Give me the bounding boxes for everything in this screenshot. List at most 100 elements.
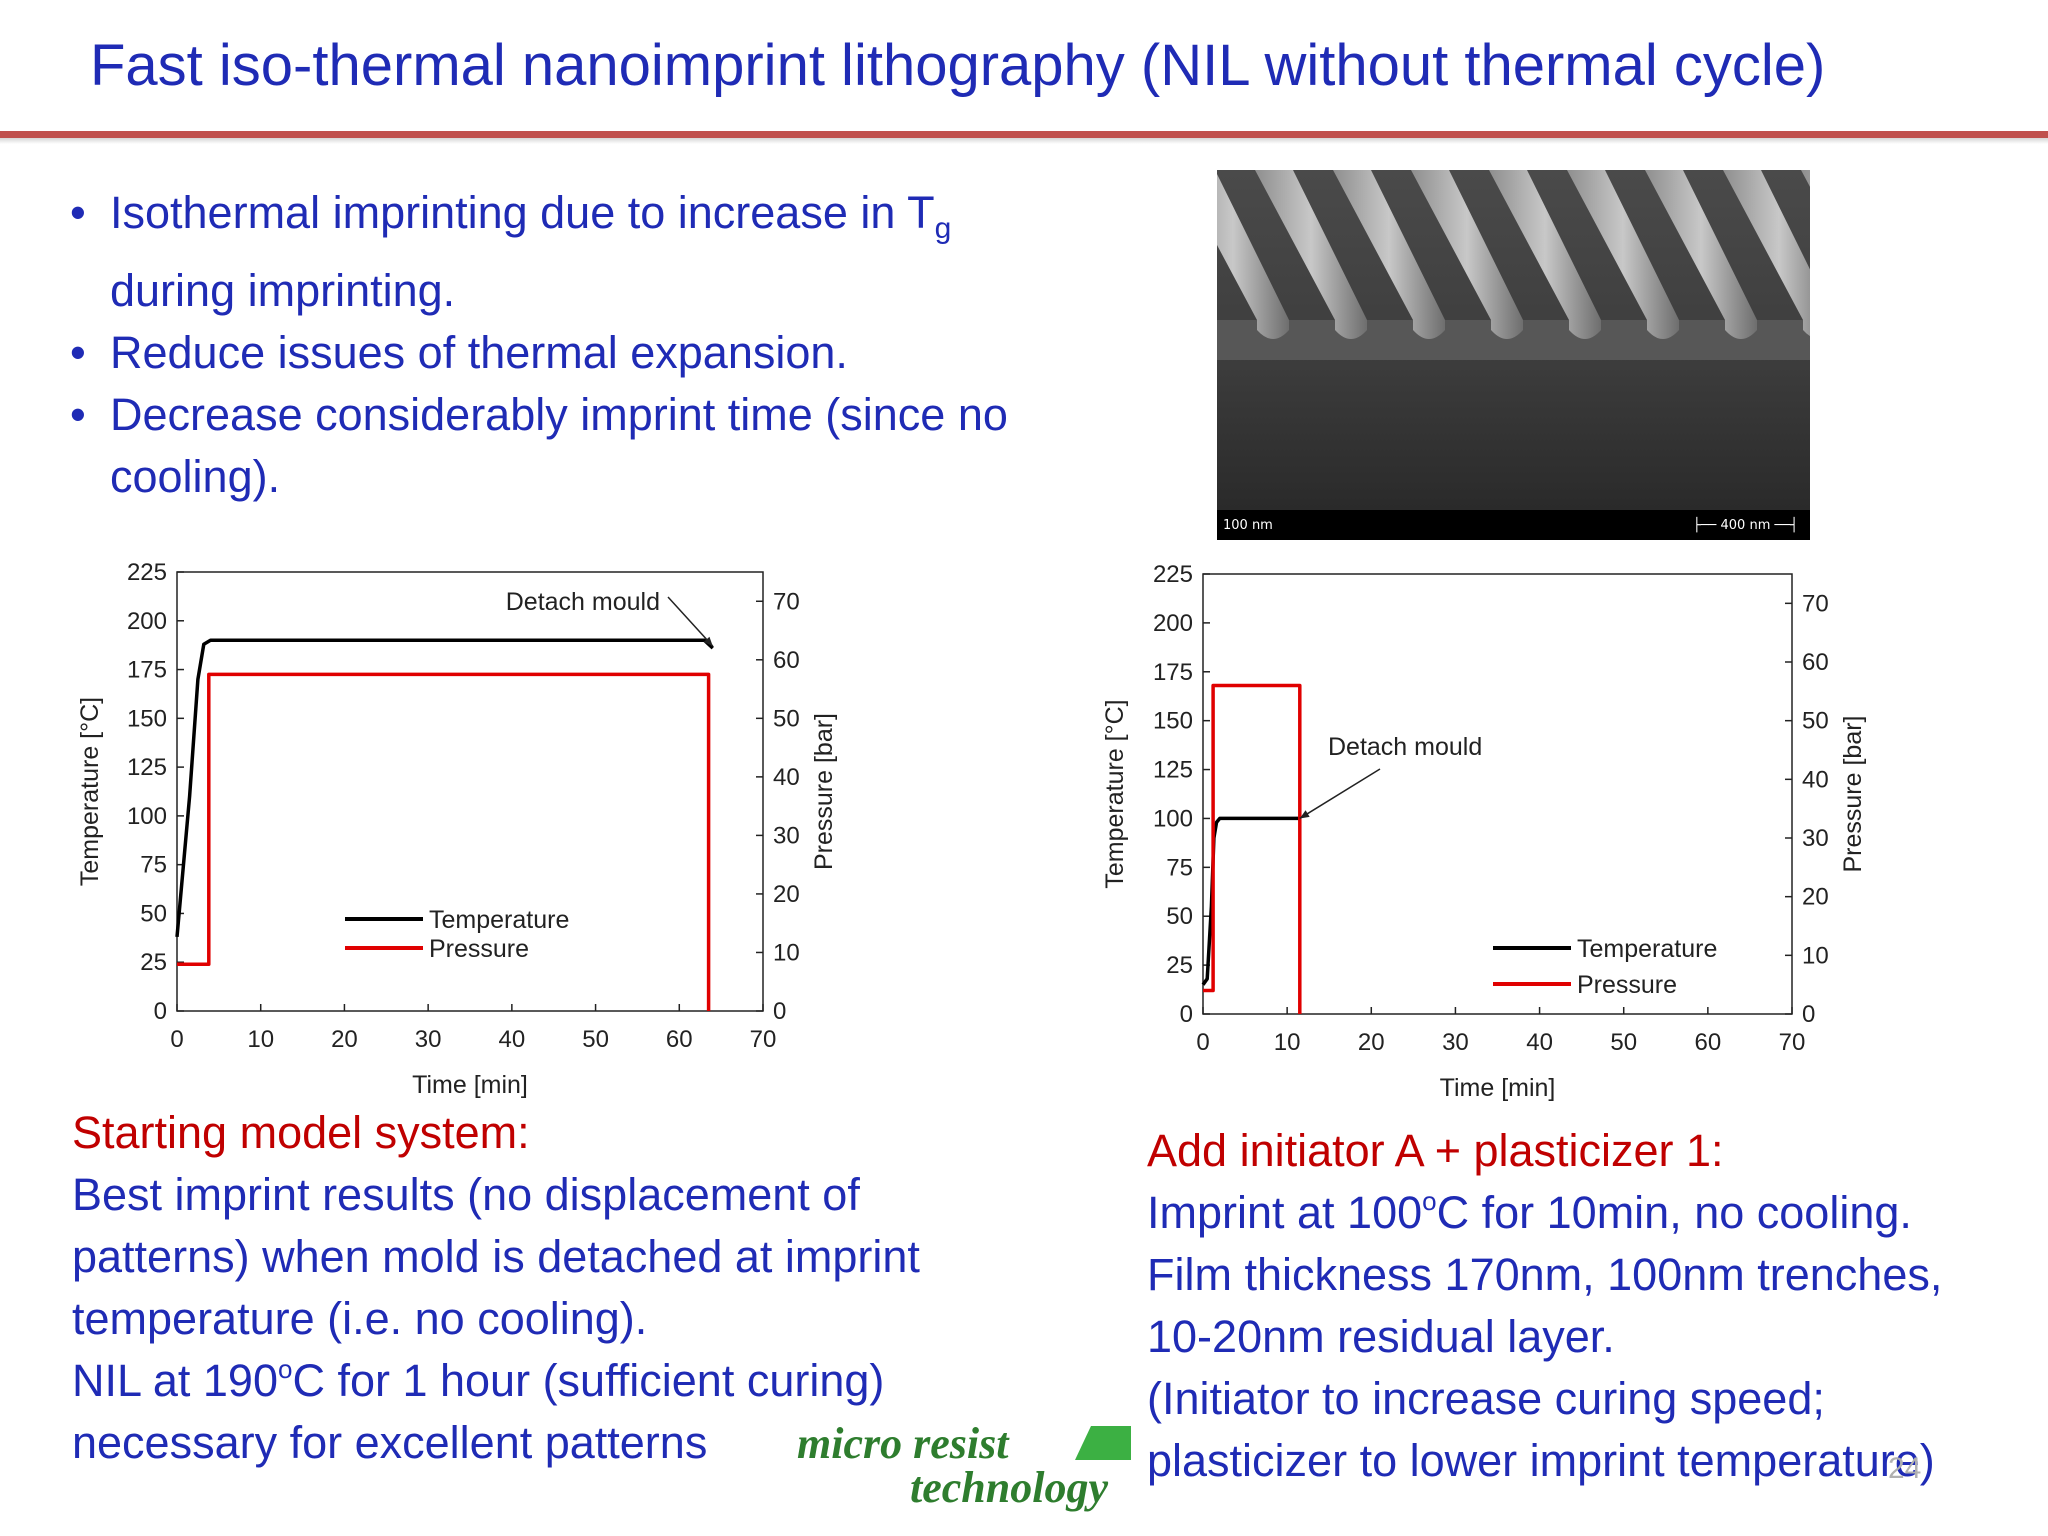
sem-ridge [1255, 170, 1367, 339]
x-tick-label: 20 [1358, 1029, 1385, 1056]
x-tick-label: 30 [1442, 1029, 1469, 1056]
y2-tick-label: 30 [1802, 825, 1829, 852]
y-axis-label: Temperature [°C] [1101, 699, 1129, 888]
bullet-item-time: Decrease considerably imprint time (sinc… [70, 384, 1110, 508]
annotation-arrow-head [1299, 810, 1310, 819]
y-tick-label: 25 [1166, 952, 1193, 979]
x-tick-label: 70 [1779, 1029, 1806, 1056]
y2-tick-label: 40 [1802, 766, 1829, 793]
sem-scale-bar: 100 nm ├── 400 nm ──┤ [1217, 510, 1810, 540]
subscript-g: g [934, 212, 952, 245]
x-tick-label: 60 [1695, 1029, 1722, 1056]
y-tick-label: 100 [127, 803, 167, 830]
annotation-detach-mould: Detach mould [506, 588, 660, 616]
right-line-1: Imprint at 100oC for 10min, no cooling. [1147, 1182, 2027, 1244]
series-line-pressure [177, 672, 711, 1011]
sem-ridge [1645, 170, 1757, 339]
sem-micrograph: 100 nm ├── 400 nm ──┤ [1217, 170, 1810, 540]
x-tick-label: 50 [1610, 1029, 1637, 1056]
page-number: 24 [1888, 1452, 1922, 1485]
right-line-2: Film thickness 170nm, 100nm trenches, [1147, 1249, 1943, 1300]
degree-superscript: o [1422, 1186, 1437, 1216]
sem-grating-image [1217, 170, 1810, 510]
bullet-text: Decrease considerably imprint time (sinc… [110, 389, 1008, 502]
bullet-text-continued: during imprinting. [110, 265, 456, 316]
x-tick-label: 20 [331, 1026, 358, 1053]
right-heading: Add initiator A + plasticizer 1: [1147, 1125, 1724, 1176]
x-tick-label: 0 [1196, 1029, 1209, 1056]
y2-tick-label: 0 [773, 998, 786, 1025]
sem-ridge [1217, 174, 1289, 339]
y-tick-label: 175 [1153, 659, 1193, 686]
y-tick-label: 100 [1153, 805, 1193, 832]
x-tick-label: 30 [415, 1026, 442, 1053]
y2-tick-label: 70 [1802, 590, 1829, 617]
annotation-arrow-line [1299, 768, 1381, 820]
left-line-3: temperature (i.e. no cooling). [72, 1293, 648, 1344]
legend-label-temperature: Temperature [429, 906, 569, 934]
right-line-5: plasticizer to lower imprint temperature… [1147, 1435, 1935, 1486]
plot-frame [176, 571, 764, 1012]
series-line-temperature [1201, 816, 1300, 986]
left-line-4: NIL at 190oC for 1 hour (sufficient curi… [72, 1350, 1082, 1412]
y-tick-label: 75 [1166, 854, 1193, 881]
y-tick-label: 225 [1153, 561, 1193, 588]
y2-tick-label: 50 [1802, 708, 1829, 735]
y2-tick-label: 40 [773, 764, 800, 791]
y-tick-label: 25 [140, 949, 167, 976]
bullet-item-expansion: Reduce issues of thermal expansion. [70, 322, 1080, 384]
text-part: C for 10min, no cooling. [1436, 1187, 1912, 1238]
left-line-1: Best imprint results (no displacement of [72, 1169, 860, 1220]
text-part: Imprint at 100 [1147, 1187, 1423, 1238]
x-tick-label: 40 [499, 1026, 526, 1053]
annotation-arrow-head [703, 636, 713, 647]
slide-title: Fast iso-thermal nanoimprint lithography… [90, 33, 1826, 98]
left-description: Starting model system: Best imprint resu… [72, 1102, 1082, 1474]
y2-tick-label: 30 [773, 822, 800, 849]
text-part: C for 1 hour (sufficient curing) [292, 1355, 885, 1406]
y-tick-label: 50 [140, 900, 167, 927]
sem-ridge [1489, 170, 1601, 339]
legend-label-temperature: Temperature [1577, 935, 1717, 963]
logo-line-1: micro resist [797, 1419, 1009, 1468]
y2-tick-label: 20 [773, 881, 800, 908]
chart-starting-model: 0 10 20 30 40 50 60 700255075100125150175200225… [76, 560, 838, 1099]
y2-tick-label: 70 [773, 588, 800, 615]
plot-frame [1202, 573, 1793, 1015]
y-axis-label: Temperature [°C] [76, 697, 104, 886]
sem-ridge [1411, 170, 1523, 339]
x-tick-label: 50 [582, 1026, 609, 1053]
x-tick-label: 70 [750, 1026, 777, 1053]
y2-tick-label: 10 [1802, 942, 1829, 969]
left-heading: Starting model system: [72, 1107, 530, 1158]
bullet-text: Reduce issues of thermal expansion. [110, 327, 848, 378]
x-tick-label: 0 [170, 1026, 183, 1053]
sem-ridge [1801, 170, 1810, 187]
left-line-5: necessary for excellent patterns [72, 1417, 708, 1468]
y-tick-label: 150 [127, 705, 167, 732]
y2-tick-label: 20 [1802, 884, 1829, 911]
y-tick-label: 200 [1153, 610, 1193, 637]
y-tick-label: 225 [127, 560, 167, 586]
y2-tick-label: 0 [1802, 1001, 1815, 1028]
series-line-pressure [1203, 683, 1302, 1014]
y-tick-label: 75 [140, 852, 167, 879]
legend-label-pressure: Pressure [1577, 971, 1677, 999]
sem-scale-right: ├── 400 nm ──┤ [1692, 518, 1798, 533]
title-divider [0, 131, 2048, 138]
text-part: NIL at 190 [72, 1355, 278, 1406]
y-tick-label: 200 [127, 608, 167, 635]
series-line-temperature [175, 638, 714, 938]
x-tick-label: 40 [1526, 1029, 1553, 1056]
annotation-arrow-line [667, 596, 714, 647]
right-line-3: 10-20nm residual layer. [1147, 1311, 1615, 1362]
y2-tick-label: 10 [773, 939, 800, 966]
y-tick-label: 150 [1153, 708, 1193, 735]
y2-tick-label: 60 [773, 647, 800, 674]
x-tick-label: 10 [247, 1026, 274, 1053]
sem-ridge [1567, 170, 1679, 339]
right-line-4: (Initiator to increase curing speed; [1147, 1373, 1825, 1424]
y2-axis-label: Pressure [bar] [1839, 715, 1867, 872]
x-tick-label: 60 [666, 1026, 693, 1053]
y-tick-label: 0 [154, 998, 167, 1025]
